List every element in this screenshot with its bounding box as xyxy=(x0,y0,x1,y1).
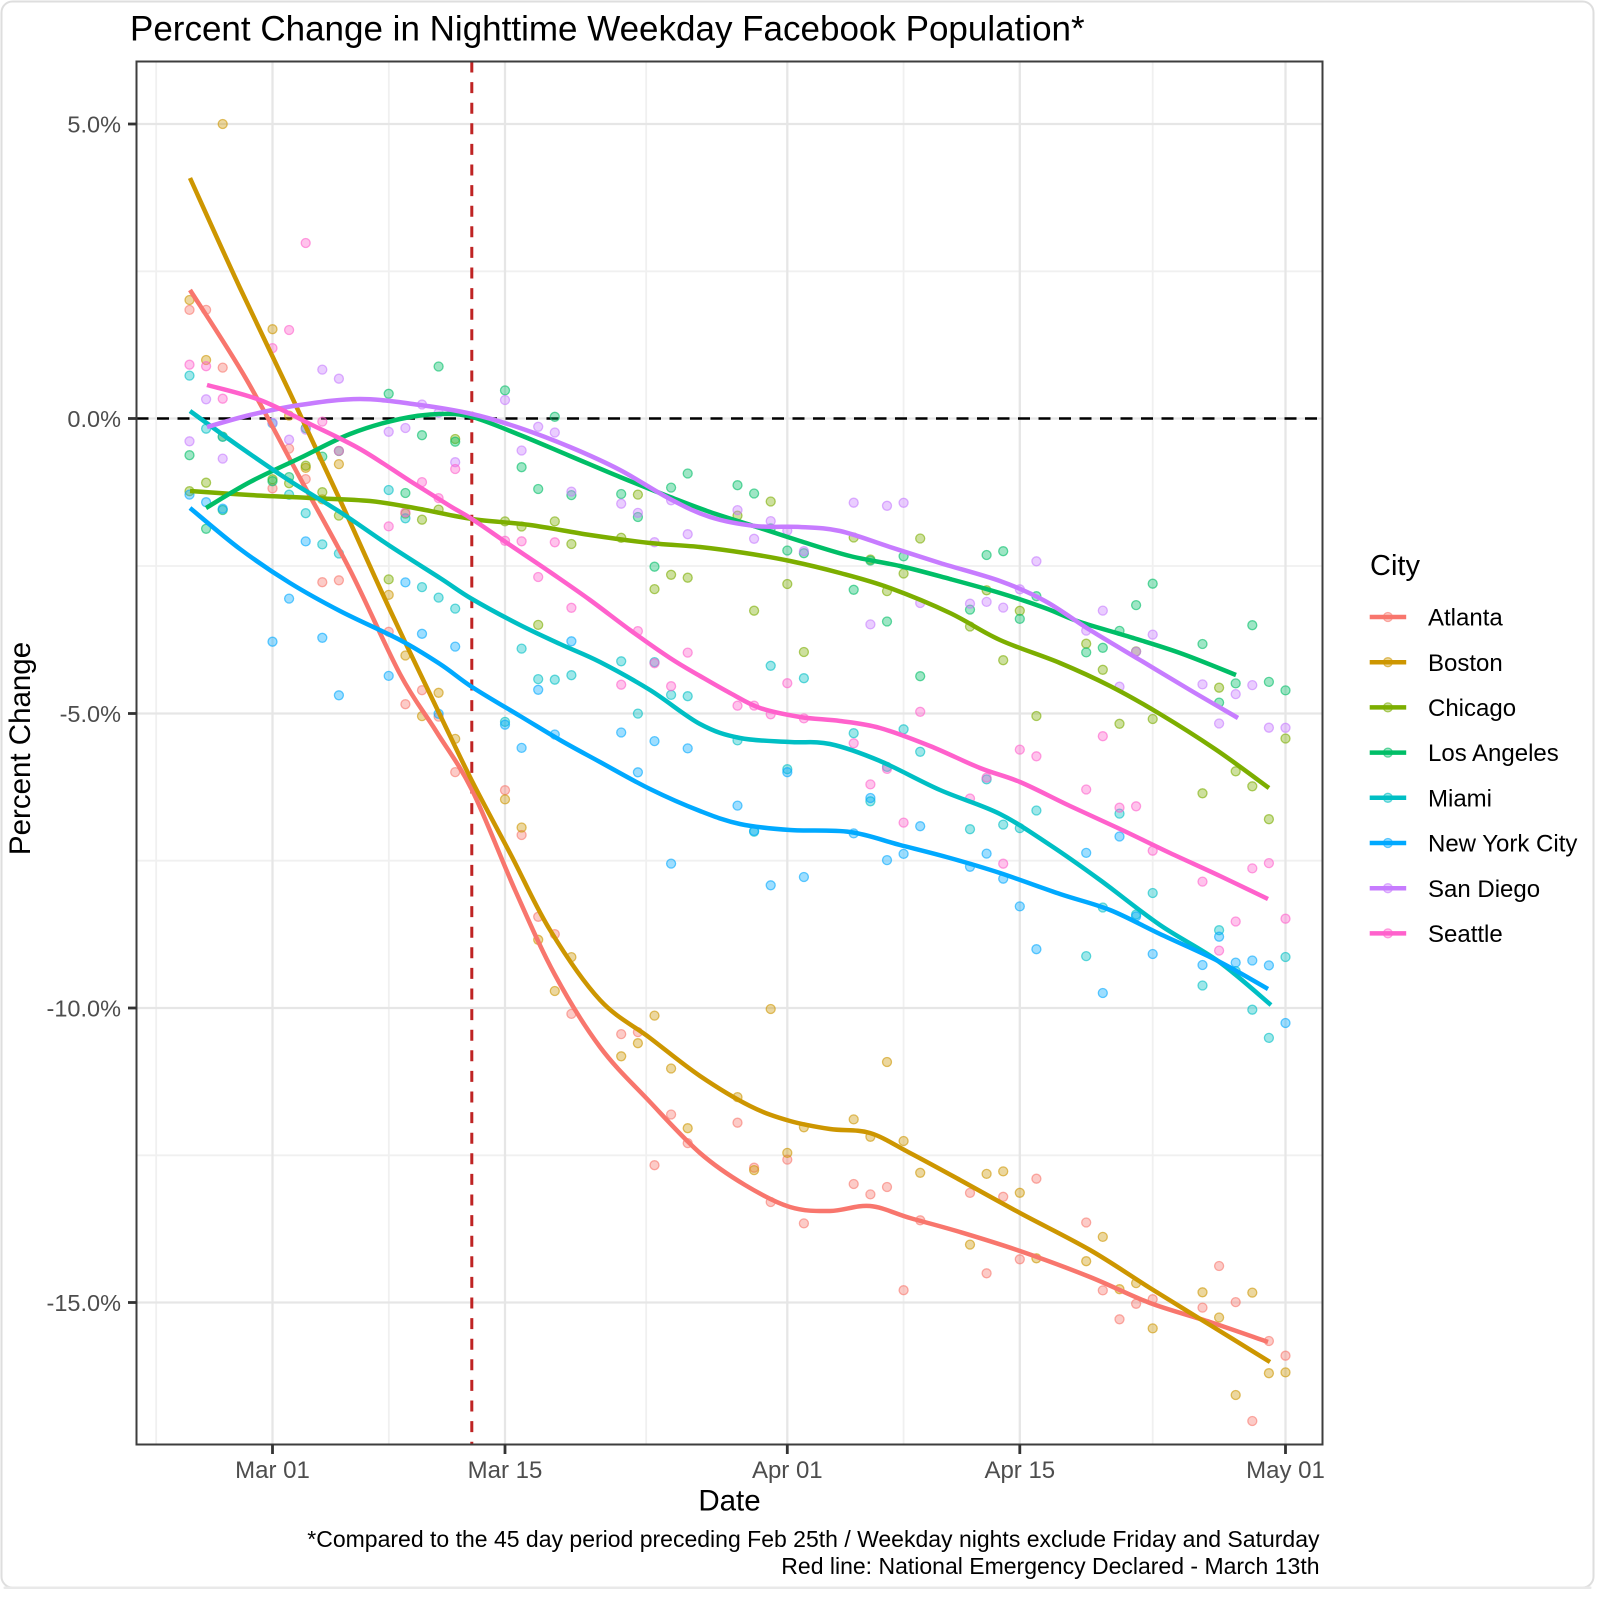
svg-text:Date: Date xyxy=(698,1485,760,1518)
svg-text:Chicago: Chicago xyxy=(1428,695,1516,722)
svg-text:*Compared to the 45 day period: *Compared to the 45 day period preceding… xyxy=(307,1526,1320,1552)
svg-text:San Diego: San Diego xyxy=(1428,876,1540,903)
svg-text:New York City: New York City xyxy=(1428,831,1577,858)
svg-text:Los Angeles: Los Angeles xyxy=(1428,740,1559,767)
svg-text:Mar 01: Mar 01 xyxy=(235,1457,310,1484)
svg-text:Red line: National Emergency D: Red line: National Emergency Declared - … xyxy=(781,1553,1319,1579)
svg-text:Boston: Boston xyxy=(1428,650,1503,677)
svg-text:0.0%: 0.0% xyxy=(67,406,121,432)
svg-text:City: City xyxy=(1370,550,1420,582)
svg-text:May 01: May 01 xyxy=(1246,1457,1325,1484)
svg-text:Apr 01: Apr 01 xyxy=(752,1457,823,1484)
svg-text:Percent Change in Nighttime We: Percent Change in Nighttime Weekday Face… xyxy=(130,10,1085,49)
svg-text:Seattle: Seattle xyxy=(1428,921,1503,948)
svg-text:Apr 15: Apr 15 xyxy=(984,1457,1055,1484)
svg-text:Mar 15: Mar 15 xyxy=(468,1457,543,1484)
svg-text:5.0%: 5.0% xyxy=(67,111,121,137)
svg-text:Miami: Miami xyxy=(1428,785,1492,812)
svg-text:-10.0%: -10.0% xyxy=(47,995,122,1021)
svg-text:Atlanta: Atlanta xyxy=(1428,605,1503,632)
svg-text:-15.0%: -15.0% xyxy=(47,1290,122,1316)
svg-text:-5.0%: -5.0% xyxy=(60,701,121,727)
svg-text:Percent Change: Percent Change xyxy=(4,642,37,855)
